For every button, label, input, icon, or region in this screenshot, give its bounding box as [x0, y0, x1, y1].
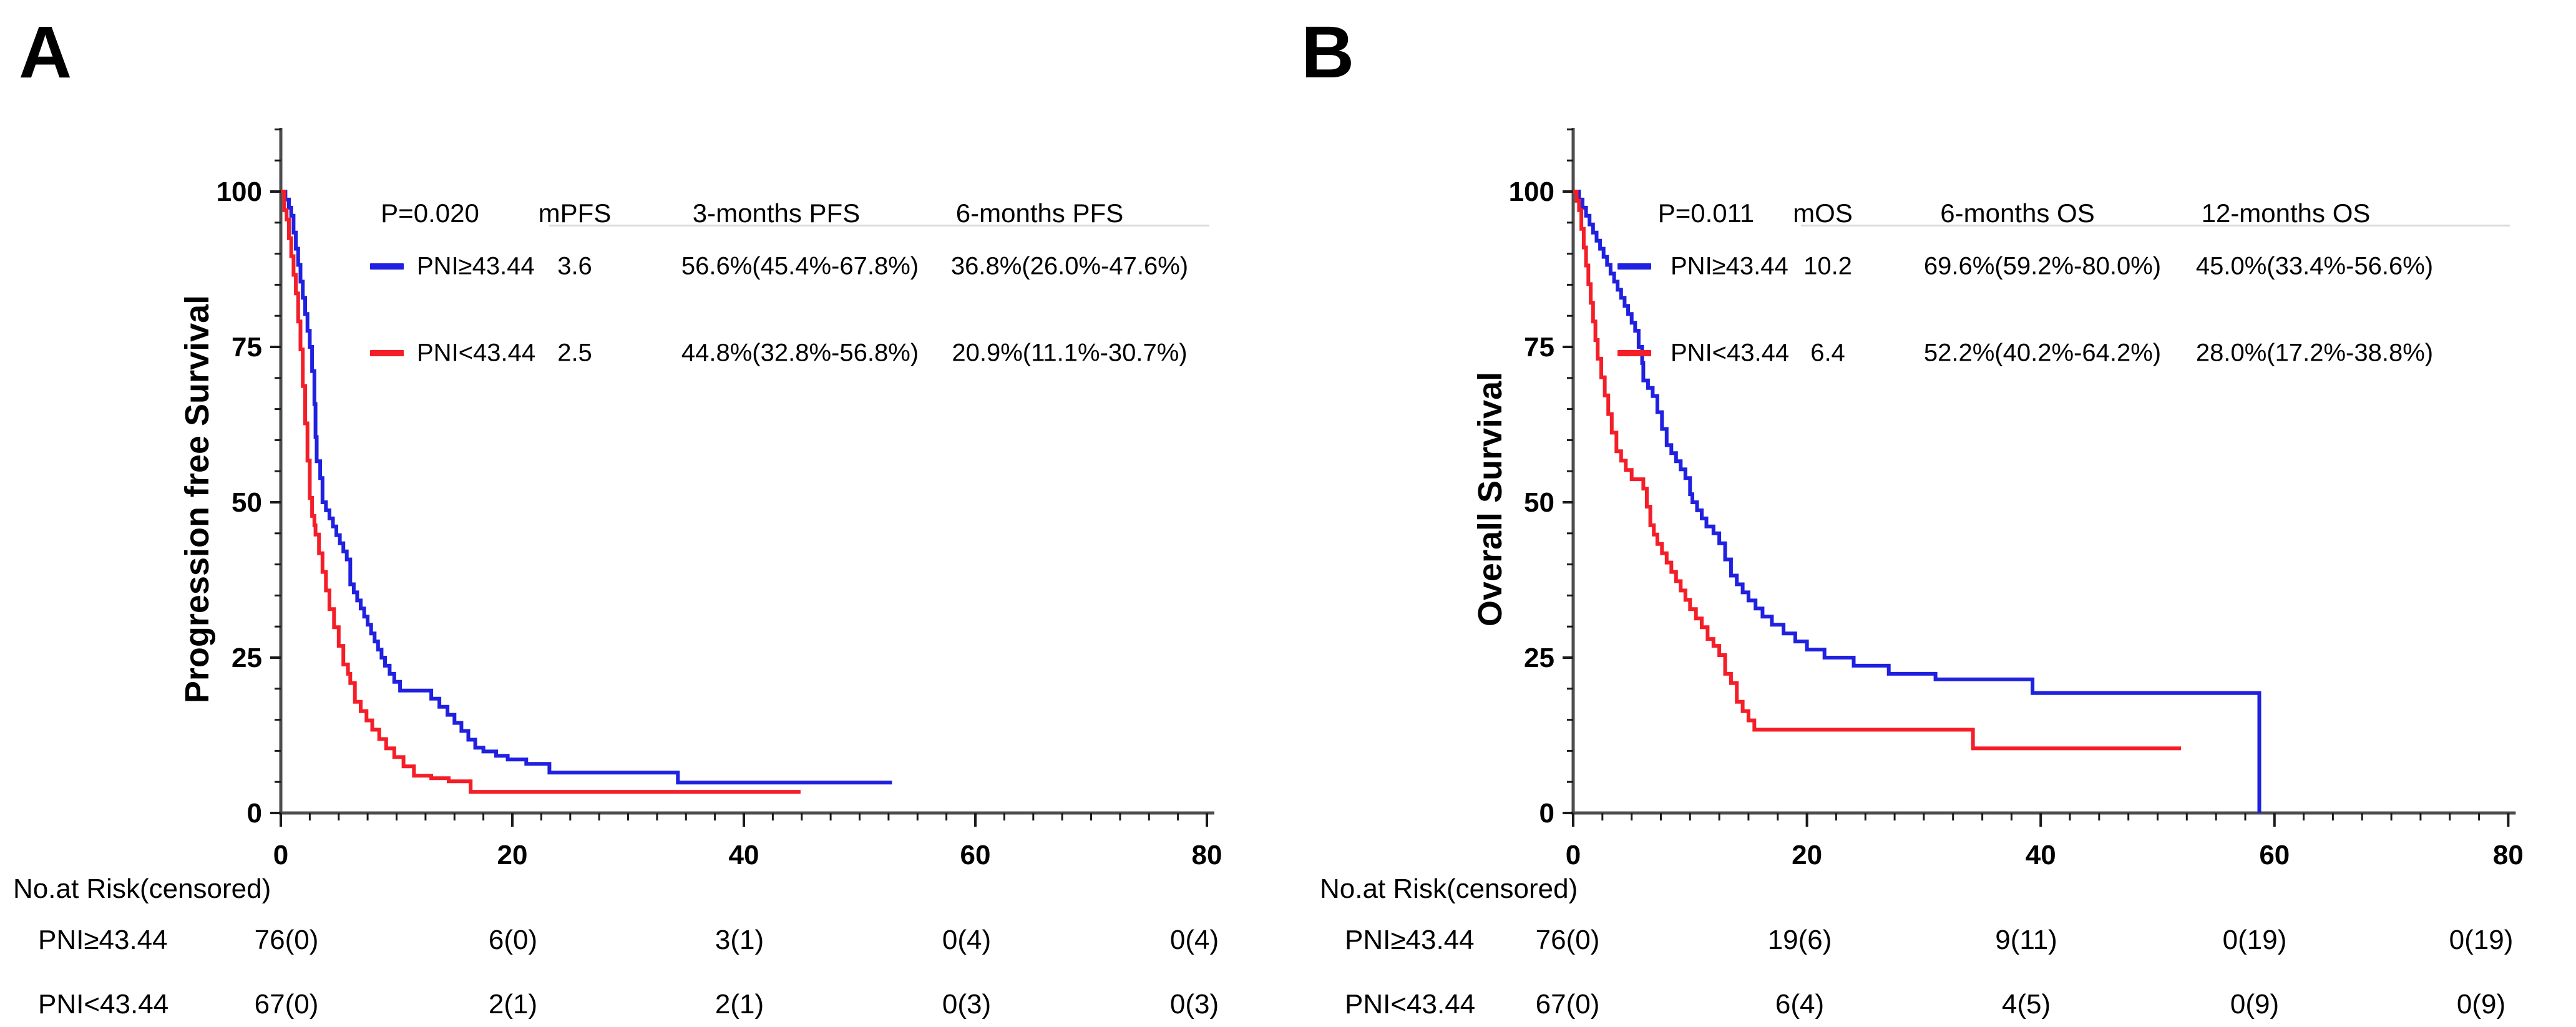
x-tick-label: 0 [273, 840, 288, 870]
x-tick-label: 20 [1792, 840, 1822, 870]
y-tick-label: 50 [232, 487, 262, 518]
y-tick-label: 25 [232, 643, 262, 673]
pfs-risk-high-t80: 0(4) [1169, 925, 1219, 955]
km-curve-low-pni [1573, 190, 2181, 751]
y-tick-label: 100 [217, 177, 262, 207]
pfs-high-pni-color-dash [370, 263, 404, 270]
os-p-value: P=0.011 [1657, 198, 1755, 228]
y-tick-label: 100 [1509, 177, 1554, 207]
pfs-low-pni-6mo-value: 20.9%(11.1%-30.7%) [952, 339, 1188, 367]
pfs-risk-table-title: No.at Risk(censored) [13, 874, 271, 904]
os-low-pni-color-dash [1617, 350, 1651, 356]
pfs-risk-low-t0: 67(0) [254, 989, 319, 1020]
pfs-risk-low-t40: 2(1) [715, 989, 764, 1020]
y-tick-label: 75 [1524, 332, 1554, 363]
os-low-pni-group-label: PNI<43.44 [1671, 339, 1790, 367]
pfs-risk-high-t0: 76(0) [254, 925, 319, 955]
x-tick-label: 20 [497, 840, 528, 870]
os-risk-high-t40: 9(11) [1995, 925, 2057, 955]
pfs-p-value: P=0.020 [381, 198, 479, 228]
os-risk-high-t0: 76(0) [1535, 925, 1600, 955]
os-risk-low-t80: 0(9) [2456, 989, 2506, 1020]
pfs-risk-row-low-label: PNI<43.44 [38, 989, 169, 1020]
km-curve-low-pni [281, 190, 801, 794]
pfs-3mo-header: 3-months PFS [692, 198, 861, 228]
os-6mo-header: 6-months OS [1940, 198, 2095, 228]
x-tick-label: 40 [2026, 840, 2056, 870]
os-risk-low-t0: 67(0) [1535, 989, 1600, 1020]
os-risk-row-low-label: PNI<43.44 [1345, 989, 1476, 1020]
pfs-6mo-header: 6-months PFS [955, 198, 1124, 228]
x-tick-label: 0 [1566, 840, 1581, 870]
os-risk-table-title: No.at Risk(censored) [1320, 874, 1578, 904]
pfs-low-pni-color-dash [370, 350, 404, 356]
y-tick-label: 25 [1524, 643, 1554, 673]
pfs-low-pni-3mo-value: 44.8%(32.8%-56.8%) [681, 339, 919, 367]
os-high-pni-median: 10.2 [1803, 252, 1852, 280]
panel-a-label: A [19, 11, 72, 94]
os-high-pni-12mo-value: 45.0%(33.4%-56.6%) [2195, 252, 2434, 280]
pfs-legend-header-rule [549, 225, 1209, 226]
os-risk-low-t60: 0(9) [2230, 989, 2280, 1020]
x-tick-label: 60 [960, 840, 991, 870]
pfs-high-pni-6mo-value: 36.8%(26.0%-47.6%) [950, 252, 1189, 280]
os-low-pni-median: 6.4 [1810, 339, 1845, 367]
os-risk-high-t20: 19(6) [1767, 925, 1832, 955]
pfs-risk-low-t20: 2(1) [488, 989, 538, 1020]
x-tick-label: 80 [2493, 840, 2524, 870]
pfs-low-pni-median: 2.5 [557, 339, 592, 367]
os-risk-low-t40: 4(5) [2001, 989, 2051, 1020]
pfs-risk-high-t40: 3(1) [715, 925, 764, 955]
os-risk-row-high-label: PNI≥43.44 [1345, 925, 1475, 955]
os-12mo-header: 12-months OS [2201, 198, 2371, 228]
x-tick-label: 80 [1192, 840, 1222, 870]
pfs-high-pni-median: 3.6 [557, 252, 592, 280]
pfs-low-pni-group-label: PNI<43.44 [417, 339, 536, 367]
km-curve-high-pni [281, 190, 892, 785]
os-low-pni-6mo-value: 52.2%(40.2%-64.2%) [1923, 339, 2162, 367]
os-risk-low-t20: 6(4) [1775, 989, 1825, 1020]
pfs-high-pni-group-label: PNI≥43.44 [417, 252, 535, 280]
panel-b-label: B [1301, 11, 1355, 94]
os-median-header: mOS [1793, 198, 1853, 228]
os-risk-high-t60: 0(19) [2222, 925, 2287, 955]
os-low-pni-12mo-value: 28.0%(17.2%-38.8%) [2195, 339, 2434, 367]
os-high-pni-6mo-value: 69.6%(59.2%-80.0%) [1923, 252, 2162, 280]
pfs-median-header: mPFS [538, 198, 612, 228]
y-tick-label: 0 [247, 798, 262, 829]
pfs-risk-high-t60: 0(4) [942, 925, 992, 955]
pfs-risk-high-t20: 6(0) [488, 925, 538, 955]
km-curve-high-pni [1573, 190, 2261, 813]
os-legend-header-rule [1801, 225, 2510, 226]
os-y-axis-title: Overall Survival [1471, 371, 1509, 627]
pfs-risk-low-t80: 0(3) [1169, 989, 1219, 1020]
y-tick-label: 0 [1539, 798, 1554, 829]
x-tick-label: 40 [729, 840, 759, 870]
os-high-pni-color-dash [1617, 263, 1651, 270]
os-risk-high-t80: 0(19) [2449, 925, 2514, 955]
pfs-high-pni-3mo-value: 56.6%(45.4%-67.8%) [681, 252, 919, 280]
y-tick-label: 50 [1524, 487, 1554, 518]
pfs-y-axis-title: Progression free Survival [178, 294, 216, 704]
os-high-pni-group-label: PNI≥43.44 [1671, 252, 1788, 280]
pfs-risk-low-t60: 0(3) [942, 989, 992, 1020]
y-tick-label: 75 [232, 332, 262, 363]
pfs-risk-row-high-label: PNI≥43.44 [38, 925, 168, 955]
x-tick-label: 60 [2259, 840, 2290, 870]
